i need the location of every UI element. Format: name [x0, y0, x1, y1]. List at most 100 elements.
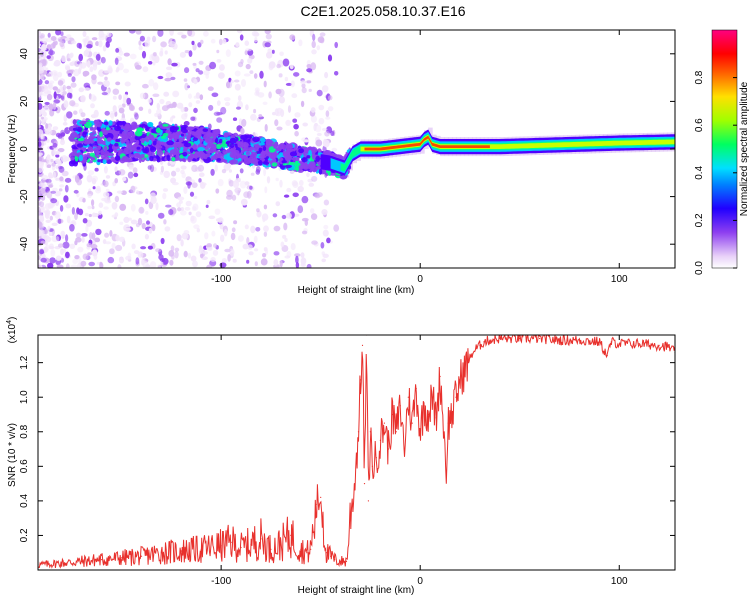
noise-speckle — [141, 222, 146, 230]
noise-speckle — [76, 42, 82, 49]
noise-speckle — [91, 232, 96, 240]
noise-speckle — [103, 206, 109, 210]
noise-speckle — [318, 104, 325, 111]
noise-speckle — [74, 175, 80, 183]
noise-speckle — [157, 264, 161, 268]
spectral-blob — [78, 154, 83, 162]
noise-speckle — [38, 152, 43, 157]
noise-speckle — [291, 93, 298, 99]
noise-speckle — [174, 247, 180, 252]
noise-speckle — [112, 105, 117, 113]
colorbar-tick-label: 0.0 — [694, 261, 705, 275]
snr-series-line — [38, 335, 675, 569]
noise-speckle — [65, 203, 72, 209]
noise-speckle — [250, 113, 257, 121]
noise-speckle — [38, 37, 41, 42]
noise-speckle — [333, 224, 340, 232]
noise-speckle — [316, 132, 322, 137]
spectral-blob — [216, 158, 222, 162]
colorbar-tick-label: 0.2 — [694, 213, 705, 227]
spectral-blob — [100, 149, 104, 155]
noise-speckle — [89, 232, 93, 240]
noise-speckle — [43, 104, 48, 109]
noise-speckle — [97, 81, 104, 85]
noise-speckle — [236, 106, 241, 110]
noise-speckle — [224, 101, 231, 107]
noise-speckle — [61, 55, 66, 63]
noise-speckle — [244, 50, 248, 56]
noise-speckle — [64, 37, 70, 42]
noise-speckle — [80, 112, 86, 118]
noise-speckle — [60, 230, 66, 238]
noise-speckle — [80, 260, 87, 267]
noise-speckle — [292, 181, 299, 188]
spectral-blob — [113, 148, 117, 153]
noise-speckle — [38, 62, 43, 68]
noise-speckle — [51, 162, 56, 167]
snr-point — [359, 379, 362, 381]
noise-speckle — [41, 133, 45, 140]
noise-speckle — [136, 190, 140, 195]
ridge-halo — [675, 132, 680, 151]
snr-ticks: -100 0 100 0.2 0.4 0.6 0.8 1.0 1.2 — [19, 335, 675, 587]
noise-speckle — [44, 101, 50, 106]
spectral-blob — [298, 148, 304, 154]
noise-speckle — [278, 96, 285, 104]
noise-speckle — [169, 259, 174, 266]
spectral-blob — [182, 146, 188, 152]
noise-speckle — [52, 102, 57, 110]
spectral-blob — [102, 128, 109, 135]
noise-speckle — [168, 103, 175, 109]
noise-speckle — [134, 113, 139, 120]
noise-speckle — [310, 62, 317, 71]
noise-speckle — [55, 30, 62, 36]
noise-speckle — [190, 116, 196, 121]
noise-speckle — [153, 82, 159, 91]
noise-speckle — [73, 189, 79, 194]
spectral-blob — [124, 123, 130, 130]
noise-speckle — [147, 98, 152, 103]
noise-speckle — [40, 240, 46, 245]
noise-speckle — [235, 186, 239, 195]
noise-speckle — [233, 79, 240, 83]
spectral-blob — [282, 144, 287, 151]
noise-speckle — [254, 87, 260, 93]
noise-speckle — [90, 94, 97, 102]
noise-speckle — [198, 178, 202, 183]
noise-speckle — [60, 248, 64, 255]
noise-speckle — [168, 209, 174, 216]
noise-speckle — [273, 251, 280, 256]
snr-point — [240, 546, 242, 549]
noise-speckle — [301, 217, 309, 222]
noise-speckle — [38, 182, 46, 187]
noise-speckle — [133, 172, 139, 178]
snr-point — [200, 548, 202, 550]
noise-speckle — [100, 33, 107, 38]
noise-speckle — [139, 35, 145, 42]
noise-speckle — [92, 186, 96, 190]
noise-speckle — [289, 170, 295, 174]
noise-speckle — [104, 76, 108, 81]
noise-speckle — [88, 213, 92, 218]
noise-speckle — [60, 95, 64, 100]
noise-speckle — [101, 92, 108, 96]
noise-speckle — [216, 49, 220, 54]
spectral-blob — [229, 142, 235, 148]
noise-speckle — [130, 203, 136, 212]
spectral-blob — [105, 127, 110, 131]
spectral-blob — [247, 156, 255, 164]
noise-speckle — [38, 115, 41, 122]
noise-speckle — [38, 206, 41, 214]
noise-speckle — [268, 61, 276, 69]
snr-point — [489, 339, 491, 341]
noise-speckle — [306, 80, 312, 84]
noise-speckle — [298, 39, 303, 47]
noise-speckle — [59, 85, 64, 93]
spectrogram-marks — [38, 30, 680, 268]
noise-speckle — [144, 198, 149, 205]
noise-speckle — [111, 214, 117, 218]
noise-speckle — [38, 42, 42, 47]
noise-speckle — [62, 90, 67, 95]
noise-speckle — [114, 178, 118, 184]
noise-speckle — [273, 259, 279, 266]
